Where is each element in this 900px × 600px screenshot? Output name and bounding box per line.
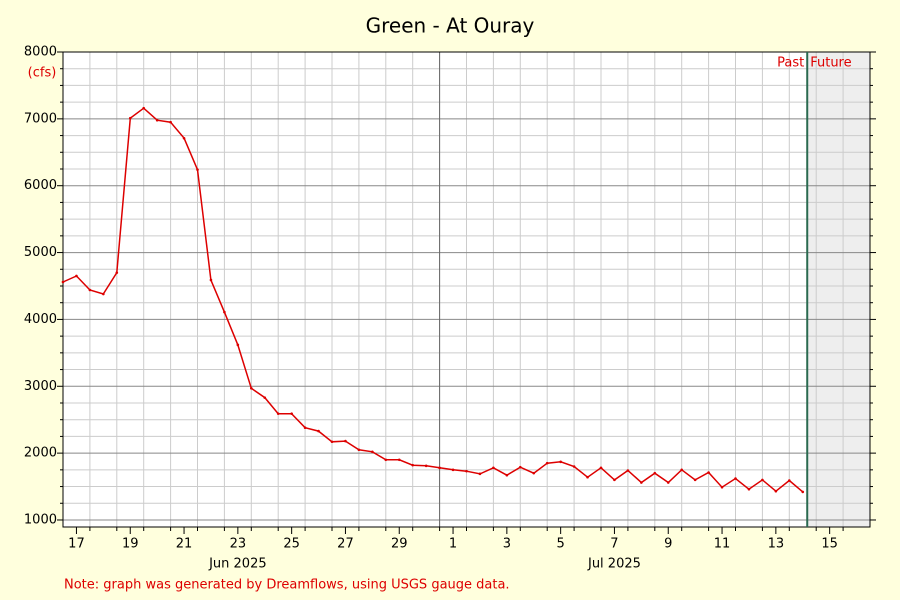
data-point bbox=[115, 271, 119, 274]
data-point bbox=[626, 469, 630, 472]
data-point bbox=[438, 466, 441, 470]
x-tick-label: 13 bbox=[768, 537, 785, 552]
data-point bbox=[545, 461, 549, 465]
data-point bbox=[142, 106, 145, 110]
data-point bbox=[196, 168, 199, 171]
data-point bbox=[586, 475, 589, 479]
data-point bbox=[236, 343, 240, 347]
x-tick-label: 15 bbox=[821, 537, 838, 552]
data-point bbox=[182, 136, 186, 140]
y-tick-label: 1000 bbox=[24, 512, 57, 527]
data-point bbox=[613, 478, 616, 482]
x-tick-label: 5 bbox=[557, 537, 565, 552]
data-point bbox=[223, 310, 226, 314]
data-point bbox=[559, 460, 562, 464]
data-point bbox=[801, 490, 805, 494]
data-point bbox=[693, 478, 697, 482]
past-label: Past bbox=[777, 56, 804, 71]
data-point bbox=[492, 466, 495, 470]
future-region bbox=[807, 52, 870, 527]
data-point bbox=[505, 473, 509, 477]
data-point bbox=[788, 479, 791, 482]
data-point bbox=[424, 464, 428, 468]
data-point bbox=[761, 478, 764, 482]
x-tick-label: 27 bbox=[337, 537, 354, 552]
y-tick-label: 4000 bbox=[24, 312, 57, 327]
x-tick-label: 17 bbox=[68, 537, 85, 552]
x-tick-label: 9 bbox=[664, 537, 672, 552]
plot-frame bbox=[62, 51, 871, 528]
x-tick-label: 7 bbox=[610, 537, 618, 552]
data-point bbox=[209, 278, 213, 282]
data-point bbox=[88, 288, 92, 292]
data-point bbox=[397, 458, 401, 462]
data-point bbox=[720, 485, 724, 489]
data-point bbox=[155, 118, 159, 122]
data-point bbox=[344, 439, 347, 443]
y-tick-label: 7000 bbox=[24, 111, 57, 126]
x-tick-label: 3 bbox=[503, 537, 511, 552]
data-point bbox=[276, 412, 280, 415]
data-point bbox=[707, 471, 710, 474]
x-tick-label: 19 bbox=[122, 537, 139, 552]
y-tick-label: 6000 bbox=[24, 178, 57, 193]
y-tick-label: 8000 bbox=[24, 45, 57, 60]
month-label: Jun 2025 bbox=[208, 557, 267, 572]
data-point bbox=[75, 274, 78, 278]
data-point bbox=[169, 120, 172, 124]
x-tick-label: 29 bbox=[391, 537, 408, 552]
data-point bbox=[640, 481, 643, 484]
data-point bbox=[572, 465, 576, 468]
data-point bbox=[102, 292, 105, 296]
y-axis-label: (cfs) bbox=[28, 66, 57, 81]
data-point bbox=[774, 489, 778, 493]
data-point bbox=[61, 280, 65, 284]
data-point bbox=[128, 116, 132, 120]
data-point bbox=[290, 412, 293, 415]
x-tick-label: 11 bbox=[714, 537, 731, 552]
data-point bbox=[747, 487, 751, 491]
y-tick-label: 3000 bbox=[24, 379, 57, 394]
data-point bbox=[532, 471, 536, 475]
y-tick-label: 5000 bbox=[24, 245, 57, 260]
note: Note: graph was generated by Dreamflows,… bbox=[64, 578, 510, 593]
data-point bbox=[303, 426, 307, 430]
data-point bbox=[666, 481, 670, 484]
x-tick-label: 25 bbox=[283, 537, 300, 552]
data-point bbox=[411, 463, 415, 467]
flow-line bbox=[62, 107, 804, 493]
data-point bbox=[451, 468, 455, 472]
x-tick-label: 23 bbox=[230, 537, 247, 552]
data-point bbox=[371, 450, 374, 454]
data-point bbox=[599, 466, 603, 470]
x-tick-label: 1 bbox=[449, 537, 457, 552]
data-point bbox=[478, 472, 482, 476]
data-point bbox=[653, 471, 657, 475]
data-point bbox=[263, 396, 267, 399]
data-point bbox=[384, 458, 388, 462]
future-label: Future bbox=[810, 56, 851, 71]
x-tick-label: 21 bbox=[176, 537, 193, 552]
data-point bbox=[330, 440, 334, 444]
chart-title: Green - At Ouray bbox=[366, 14, 535, 38]
data-point bbox=[317, 429, 320, 433]
month-label: Jul 2025 bbox=[587, 557, 641, 572]
data-point bbox=[519, 465, 522, 469]
data-point bbox=[734, 477, 737, 480]
data-point bbox=[680, 468, 683, 472]
data-point bbox=[357, 448, 361, 452]
data-point bbox=[250, 386, 253, 390]
data-point bbox=[465, 469, 468, 473]
y-tick-label: 2000 bbox=[24, 446, 57, 461]
